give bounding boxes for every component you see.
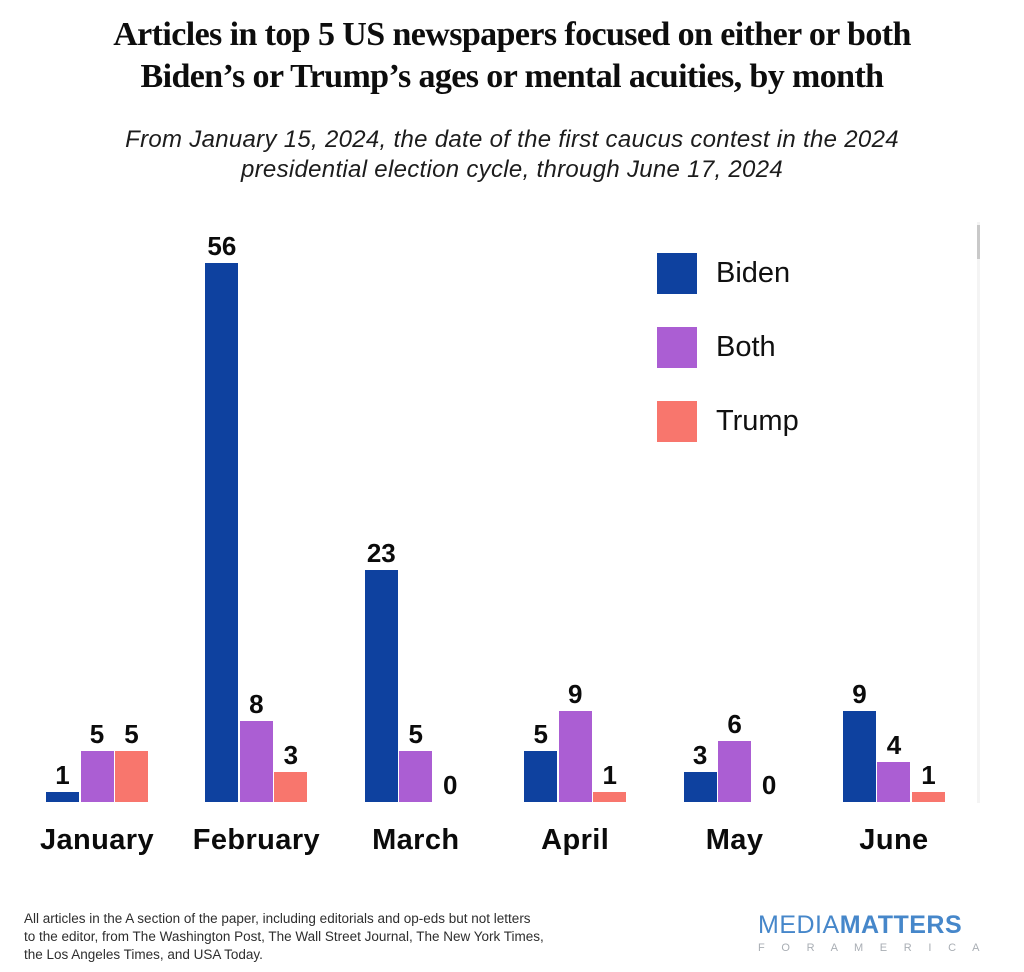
page-title-line1: Articles in top 5 US newspapers focused …	[113, 16, 911, 53]
x-axis-label-april: April	[541, 824, 610, 856]
bar-value-label-both-january: 5	[89, 719, 105, 749]
month-group-april: 5 9 1 April	[524, 232, 627, 856]
logo-wordmark: MEDIAMATTERS	[758, 911, 986, 940]
bar-cell-both-may: 6	[718, 232, 752, 802]
month-group-march: 23 5 0 March	[364, 232, 467, 856]
page-title-line2: Biden’s or Trump’s ages or mental acuiti…	[140, 58, 885, 95]
bar-cell-trump-january: 5	[115, 232, 148, 802]
bar-value-label-both-june: 4	[886, 730, 902, 760]
bar-biden-january	[46, 792, 79, 802]
legend-item-trump: Trump	[657, 401, 799, 442]
bar-both-february	[239, 721, 273, 802]
footnote-line1: All articles in the A section of the pap…	[24, 911, 531, 926]
bar-value-label-trump-january: 5	[124, 719, 139, 749]
page-title: Articles in top 5 US newspapers focused …	[0, 14, 1024, 98]
logo-tagline: F O R A M E R I C A	[758, 942, 987, 954]
bar-value-label-trump-march: 0	[443, 770, 458, 800]
bar-value-label-biden-april: 5	[533, 719, 548, 749]
legend-item-biden: Biden	[657, 253, 799, 294]
bar-both-june	[877, 762, 911, 802]
bar-value-label-trump-june: 1	[921, 760, 936, 790]
bar-trump-february	[274, 772, 308, 802]
bar-cell-trump-june: 1	[911, 232, 945, 802]
x-axis-label-june: June	[859, 824, 929, 856]
bar-cell-trump-april: 1	[593, 232, 627, 802]
bar-value-label-both-february: 8	[249, 689, 264, 719]
bar-value-label-trump-may: 0	[761, 770, 777, 800]
bar-cell-both-march: 5	[399, 232, 433, 802]
bar-cell-biden-march: 23	[364, 232, 398, 802]
legend-item-both: Both	[657, 327, 799, 368]
bar-value-label-biden-march: 23	[366, 538, 396, 568]
bar-cell-biden-april: 5	[524, 232, 558, 802]
x-axis-label-february: February	[192, 824, 321, 856]
bar-cell-biden-may: 3	[683, 232, 717, 802]
bar-cell-biden-january: 1	[46, 232, 79, 802]
bar-cluster-march: 23 5 0	[364, 232, 467, 802]
bar-both-may	[718, 741, 752, 802]
bar-cell-trump-may: 0	[753, 232, 786, 802]
bar-biden-march	[364, 570, 398, 802]
bar-cell-both-january: 5	[80, 232, 114, 802]
footnote: All articles in the A section of the pap…	[24, 910, 544, 964]
bar-cell-biden-february: 56	[205, 231, 239, 802]
footnote-line3: the Los Angeles Times, and USA Today.	[24, 947, 263, 962]
bar-cell-both-february: 8	[239, 232, 273, 802]
page-subtitle-line1: From January 15, 2024, the date of the f…	[125, 126, 899, 153]
bar-value-label-biden-may: 3	[692, 740, 708, 770]
month-group-may: 3 6 0 May	[683, 232, 786, 856]
bar-biden-may	[683, 772, 717, 802]
bar-value-label-both-april: 9	[567, 679, 583, 709]
bar-value-label-biden-february: 56	[207, 231, 237, 261]
bar-biden-april	[524, 751, 558, 802]
bar-value-label-trump-february: 3	[283, 740, 299, 770]
scrollbar-thumb[interactable]	[977, 225, 980, 259]
bar-cell-trump-february: 3	[274, 232, 308, 802]
bar-value-label-biden-january: 1	[55, 760, 70, 790]
bar-trump-june	[911, 792, 945, 802]
footnote-line2: to the editor, from The Washington Post,…	[24, 929, 544, 944]
bar-both-april	[558, 711, 592, 802]
bar-both-january	[80, 751, 114, 802]
bar-value-label-biden-june: 9	[852, 679, 867, 709]
bar-both-march	[399, 751, 433, 802]
x-axis-label-january: January	[39, 824, 155, 856]
bar-cluster-february: 56 8 3	[205, 231, 308, 802]
legend-label-both: Both	[716, 331, 776, 363]
page-subtitle: From January 15, 2024, the date of the f…	[0, 125, 1024, 185]
bar-trump-april	[593, 792, 627, 802]
bar-biden-june	[842, 711, 876, 802]
bar-cell-both-june: 4	[877, 232, 911, 802]
bar-value-label-both-may: 6	[727, 709, 742, 739]
bar-trump-january	[115, 751, 148, 802]
legend-label-trump: Trump	[716, 405, 799, 437]
bar-cell-trump-march: 0	[434, 232, 467, 802]
legend-swatch-trump	[657, 401, 697, 442]
scrollbar-track[interactable]	[977, 222, 980, 803]
media-matters-logo: MEDIAMATTERS F O R A M E R I C A	[758, 911, 986, 954]
bar-cell-biden-june: 9	[842, 232, 876, 802]
logo-matters-text: MATTERS	[839, 911, 963, 939]
bar-biden-february	[205, 263, 239, 802]
month-group-june: 9 4 1 June	[842, 232, 945, 856]
x-axis-label-may: May	[705, 824, 764, 856]
bar-value-label-both-march: 5	[408, 719, 424, 749]
bar-chart-plot: 1 5 5 January 56 8 3 February 23 5 0 March 5 9 1 April 3…	[40, 231, 945, 856]
legend-label-biden: Biden	[716, 257, 791, 289]
page-subtitle-line2: presidential election cycle, through Jun…	[240, 156, 783, 183]
logo-media-text: MEDIA	[758, 911, 840, 939]
legend-swatch-both	[657, 327, 697, 368]
legend-swatch-biden	[657, 253, 697, 294]
x-axis-label-march: March	[372, 824, 460, 856]
chart-legend: Biden Both Trump	[657, 253, 799, 475]
bar-value-label-trump-april: 1	[602, 760, 617, 790]
bar-cell-both-april: 9	[558, 232, 592, 802]
month-group-january: 1 5 5 January	[40, 232, 154, 856]
month-group-february: 56 8 3 February	[193, 231, 320, 856]
